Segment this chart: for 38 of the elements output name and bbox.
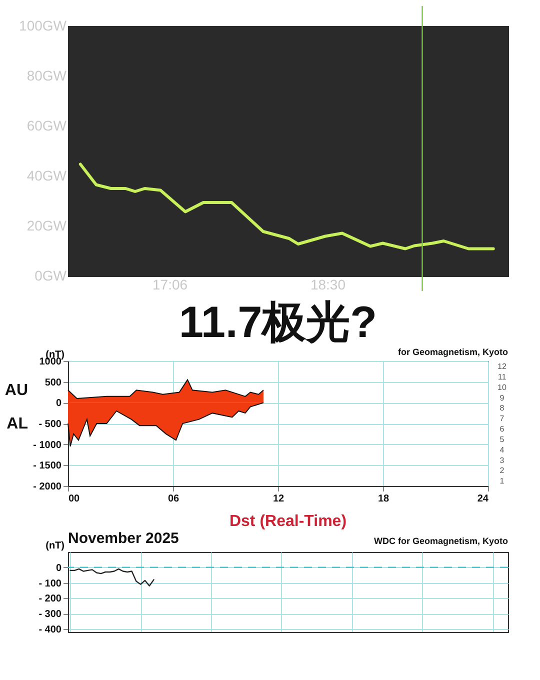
y-tick-label: 0 (56, 562, 62, 574)
text: 1 (500, 476, 505, 486)
chart-title: 11.7极光? (178, 298, 378, 347)
text: 4 (500, 445, 505, 454)
x-tick-label: 18 (378, 494, 390, 504)
x-tick-label: 24 (477, 494, 489, 504)
text: 3 (500, 456, 505, 465)
text: 5 (500, 434, 505, 444)
text: AL (6, 416, 28, 432)
y-tick-label: 0 (56, 398, 62, 410)
y-tick-label: - 500 (38, 419, 62, 430)
text: 7 (500, 414, 505, 424)
y-tick-label: 500 (44, 377, 62, 388)
text: 12 (498, 362, 507, 371)
text: for Geomagnetism, Kyoto (398, 347, 508, 357)
text: 11 (498, 372, 507, 382)
y-tick-label: - 200 (38, 594, 62, 605)
text: November 2025 (68, 530, 179, 547)
y-tick-label: - 400 (38, 624, 62, 636)
line-series (78, 162, 495, 250)
x-tick-label: 12 (272, 494, 284, 504)
y-tick-label: - 2000 (33, 482, 62, 492)
chart-title: Dst (Real-Time) (229, 513, 347, 530)
text: AU (4, 382, 28, 400)
text: WDC for Geomagnetism, Kyoto (374, 536, 508, 546)
x-tick-label: 06 (168, 494, 180, 504)
text: 9 (500, 393, 505, 402)
y-tick-label: - 300 (38, 609, 62, 620)
y-tick-label: - 100 (38, 578, 62, 590)
y-tick-label: - 1500 (33, 460, 62, 472)
text: 2 (500, 466, 505, 476)
line-series (70, 568, 154, 586)
y-axis-title: (nT) (46, 540, 64, 552)
text: 6 (500, 424, 505, 434)
y-tick-label: - 1000 (33, 440, 62, 451)
x-tick-label: 00 (68, 494, 80, 504)
text: 10 (498, 382, 507, 392)
text: 8 (500, 404, 505, 413)
